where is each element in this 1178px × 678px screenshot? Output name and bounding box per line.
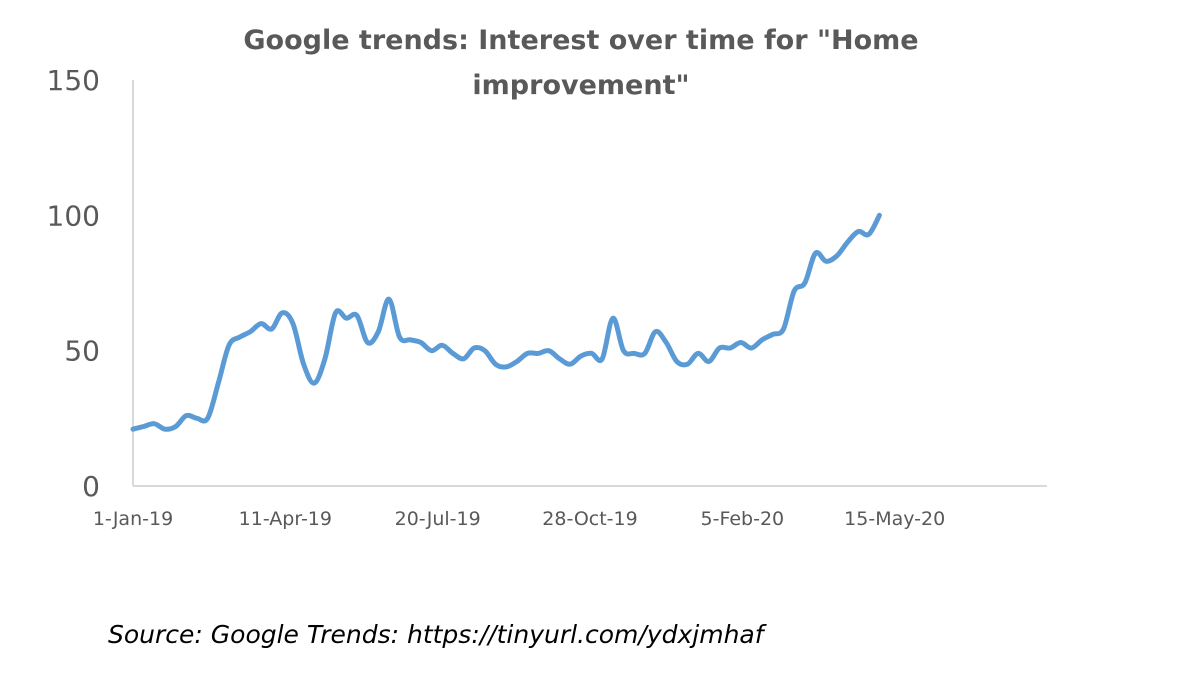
y-tick-label: 0 bbox=[82, 470, 100, 503]
y-tick-labels: 0 50 100 150 bbox=[47, 64, 100, 503]
x-tick-labels: 1-Jan-19 11-Apr-19 20-Jul-19 28-Oct-19 5-Feb… bbox=[93, 508, 945, 530]
source-note: Source: Google Trends: https://tinyurl.c… bbox=[108, 620, 764, 649]
chart-title-line-1: Google trends: Interest over time for "H… bbox=[243, 25, 918, 56]
x-tick-label: 15-May-20 bbox=[844, 508, 945, 530]
x-tick-label: 28-Oct-19 bbox=[542, 508, 637, 530]
y-tick-label: 150 bbox=[47, 64, 100, 97]
line-chart: Google trends: Interest over time for "H… bbox=[47, 25, 1047, 530]
x-tick-label: 5-Feb-20 bbox=[701, 508, 785, 530]
x-tick-label: 20-Jul-19 bbox=[395, 508, 481, 530]
x-tick-label: 11-Apr-19 bbox=[239, 508, 332, 530]
x-tick-label: 1-Jan-19 bbox=[93, 508, 173, 530]
y-tick-label: 50 bbox=[64, 335, 100, 368]
series-line-home-improvement bbox=[130, 212, 882, 432]
y-tick-label: 100 bbox=[47, 199, 100, 232]
chart-title-line-2: improvement" bbox=[472, 70, 689, 101]
